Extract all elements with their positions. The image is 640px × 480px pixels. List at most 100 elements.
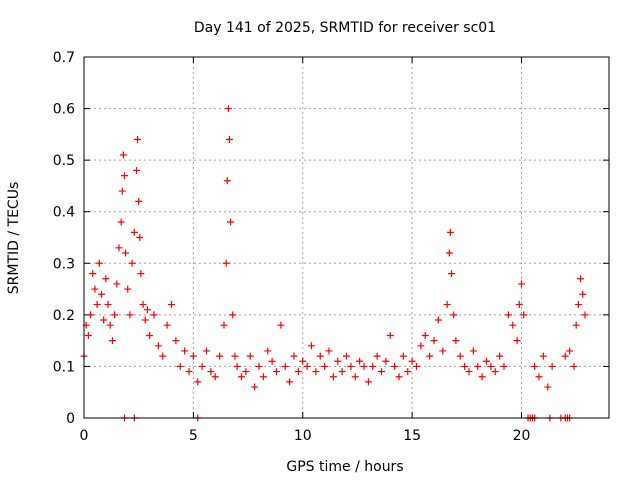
data-point: [176, 362, 184, 370]
data-point: [577, 275, 585, 283]
gridlines: [84, 57, 609, 418]
data-point: [223, 177, 231, 185]
data-point: [227, 218, 235, 226]
data-point: [277, 321, 285, 329]
plot-frame: [83, 56, 610, 419]
data-point: [531, 362, 539, 370]
data-point: [364, 378, 372, 386]
y-tick-label: 0.6: [53, 102, 75, 118]
y-tick-label: 0.5: [53, 153, 75, 169]
data-point: [115, 244, 123, 252]
data-point: [139, 301, 147, 309]
data-point: [231, 352, 239, 360]
data-point: [273, 368, 280, 376]
data-point: [461, 362, 469, 370]
data-point: [443, 301, 451, 309]
data-point: [360, 362, 368, 370]
data-point: [434, 316, 442, 324]
data-point: [509, 321, 517, 329]
data-point: [378, 368, 385, 376]
data-point: [185, 368, 193, 376]
x-tick-label: 0: [80, 428, 89, 444]
data-point: [259, 373, 267, 381]
data-point: [316, 352, 324, 360]
x-tick-label: 20: [513, 428, 531, 444]
data-point: [168, 301, 175, 309]
data-point: [445, 249, 453, 257]
data-point: [561, 352, 569, 360]
data-point: [483, 357, 490, 365]
data-point: [100, 316, 108, 324]
data-point: [513, 337, 521, 345]
data-point: [515, 301, 523, 309]
data-point: [469, 347, 477, 355]
data-point: [408, 357, 416, 365]
data-point: [413, 362, 420, 370]
x-axis-label: GPS time / hours: [286, 459, 403, 475]
data-point: [134, 136, 142, 144]
data-point: [500, 362, 508, 370]
data-point: [496, 352, 504, 360]
data-point: [430, 337, 438, 345]
data-point: [286, 378, 294, 386]
data-point: [172, 337, 180, 345]
data-point: [136, 234, 144, 241]
data-point: [207, 368, 215, 376]
data-point: [373, 352, 381, 360]
data-point: [338, 368, 346, 376]
data-point: [382, 357, 390, 365]
data-point: [399, 352, 407, 360]
data-point: [478, 373, 486, 381]
data-point: [343, 352, 350, 360]
data-points: [80, 105, 589, 422]
data-point: [137, 270, 145, 278]
data-point: [91, 285, 99, 293]
data-point: [111, 311, 119, 319]
data-point: [233, 362, 241, 370]
data-point: [465, 368, 473, 376]
data-point: [404, 368, 412, 376]
data-point: [122, 249, 130, 257]
data-point: [395, 373, 403, 381]
data-point: [251, 383, 259, 391]
data-point: [189, 352, 197, 360]
y-tick-label: 0: [66, 411, 75, 427]
data-point: [89, 270, 97, 278]
tick-labels: 0 0.1 0.2 0.3 0.4 0.5 0.6 0.7 0 5 10 15 20: [53, 50, 531, 444]
data-point: [143, 306, 151, 314]
data-point: [87, 311, 95, 319]
data-point: [130, 228, 138, 236]
data-point: [321, 362, 329, 370]
data-point: [294, 368, 302, 376]
data-point: [334, 357, 342, 365]
data-point: [106, 321, 114, 329]
data-point: [84, 331, 92, 339]
data-point: [242, 368, 250, 376]
data-point: [356, 357, 364, 365]
data-point: [347, 362, 355, 370]
data-point: [216, 352, 224, 360]
data-point: [154, 342, 162, 350]
data-point: [574, 301, 582, 309]
data-point: [325, 347, 333, 355]
data-point: [268, 357, 276, 365]
data-point: [539, 352, 547, 360]
x-tick-label: 15: [403, 428, 421, 444]
data-point: [281, 362, 289, 370]
data-point: [126, 311, 134, 319]
data-point: [544, 383, 552, 391]
data-point: [391, 362, 399, 370]
y-tick-label: 0.1: [53, 359, 75, 375]
data-point: [163, 321, 171, 329]
data-point: [299, 357, 307, 365]
data-point: [220, 321, 228, 329]
data-point: [150, 311, 158, 319]
data-point: [146, 331, 154, 339]
data-point: [159, 352, 167, 360]
data-point: [570, 362, 578, 370]
x-tick-label: 10: [294, 428, 312, 444]
y-tick-label: 0.2: [53, 308, 75, 324]
data-point: [264, 347, 272, 355]
data-point: [421, 331, 429, 339]
data-point: [351, 373, 359, 381]
